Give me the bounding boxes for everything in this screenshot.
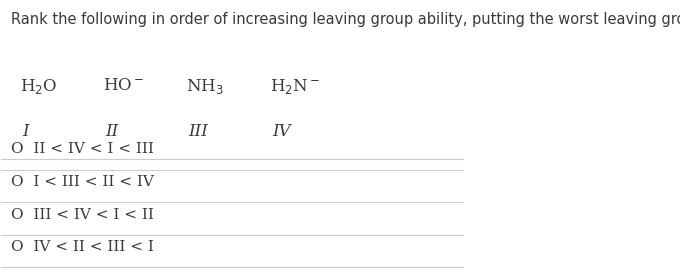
- Text: O  IV < II < III < I: O IV < II < III < I: [11, 240, 154, 254]
- Text: I: I: [22, 124, 29, 141]
- Text: O  II < IV < I < III: O II < IV < I < III: [11, 142, 154, 156]
- Text: H$_2$O: H$_2$O: [20, 77, 57, 96]
- Text: IV: IV: [272, 124, 290, 141]
- Text: HO$^-$: HO$^-$: [103, 77, 144, 94]
- Text: Rank the following in order of increasing leaving group ability, putting the wor: Rank the following in order of increasin…: [11, 12, 680, 27]
- Text: NH$_3$: NH$_3$: [186, 77, 224, 96]
- Text: O  I < III < II < IV: O I < III < II < IV: [11, 175, 154, 189]
- Text: II: II: [105, 124, 119, 141]
- Text: III: III: [188, 124, 209, 141]
- Text: H$_2$N$^-$: H$_2$N$^-$: [269, 77, 320, 96]
- Text: O  III < IV < I < II: O III < IV < I < II: [11, 207, 154, 221]
